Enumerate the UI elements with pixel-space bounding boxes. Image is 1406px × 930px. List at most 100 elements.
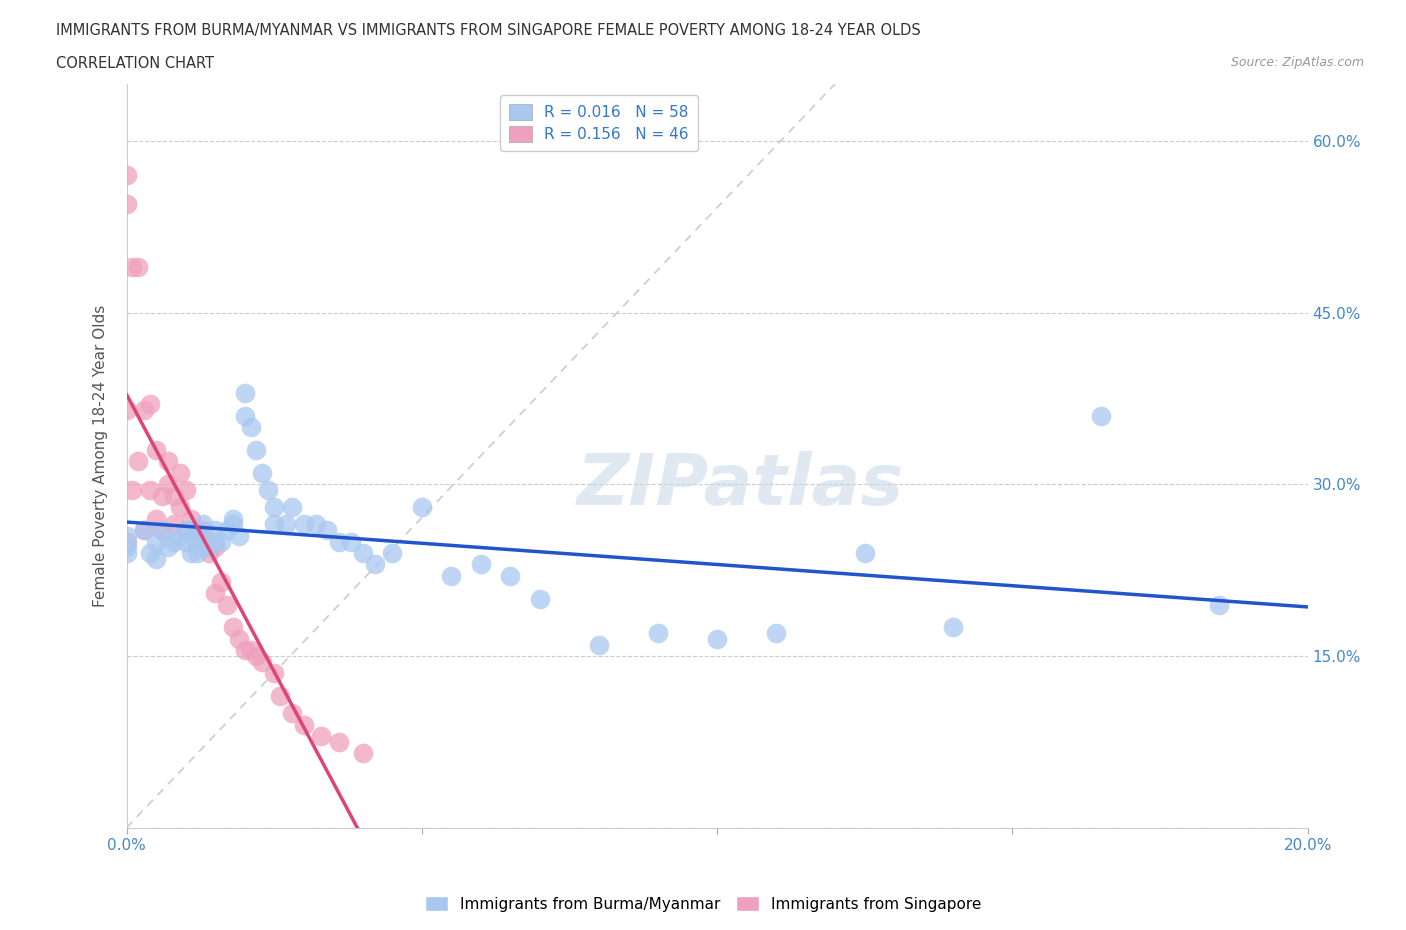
Point (115, 167, 138, 182)
Point (156, 454, 179, 469)
Point (328, 735, 350, 750)
Point (121, 483, 143, 498)
Point (127, 454, 149, 469)
Point (180, 512, 202, 526)
Point (169, 465, 191, 480)
Point (215, 523, 238, 538)
Point (139, 483, 162, 498)
Point (292, 517, 315, 532)
Point (174, 523, 197, 538)
Point (381, 546, 404, 561)
Point (263, 666, 285, 681)
Point (252, 465, 274, 480)
Point (115, 403, 138, 418)
Point (163, 534, 186, 549)
Point (186, 534, 208, 549)
Point (222, 512, 245, 526)
Point (853, 546, 876, 561)
Point (134, 523, 156, 538)
Point (121, 259, 143, 274)
Point (411, 499, 433, 514)
Point (1208, 597, 1230, 612)
Point (115, 539, 138, 554)
Y-axis label: Female Poverty Among 18-24 Year Olds: Female Poverty Among 18-24 Year Olds (93, 304, 108, 606)
Point (304, 517, 326, 532)
Legend: Immigrants from Burma/Myanmar, Immigrants from Singapore: Immigrants from Burma/Myanmar, Immigrant… (419, 889, 987, 918)
Point (127, 259, 149, 274)
Point (204, 523, 226, 538)
Point (150, 523, 173, 538)
Point (257, 483, 280, 498)
Point (115, 546, 138, 561)
Point (193, 523, 215, 538)
Point (311, 729, 333, 744)
Point (363, 557, 385, 572)
Point (1090, 408, 1112, 423)
Point (706, 631, 728, 646)
Point (245, 648, 267, 663)
Text: CORRELATION CHART: CORRELATION CHART (56, 56, 214, 71)
Point (156, 477, 179, 492)
Point (352, 746, 374, 761)
Point (145, 443, 167, 458)
Legend: R = 0.016   N = 58, R = 0.156   N = 46: R = 0.016 N = 58, R = 0.156 N = 46 (501, 95, 697, 152)
Point (328, 534, 350, 549)
Point (115, 196, 138, 211)
Point (588, 637, 610, 652)
Point (139, 397, 162, 412)
Point (222, 517, 245, 532)
Point (239, 643, 262, 658)
Point (340, 534, 363, 549)
Point (470, 557, 492, 572)
Point (134, 403, 156, 418)
Point (193, 528, 215, 543)
Point (174, 534, 197, 549)
Point (499, 568, 522, 583)
Point (180, 546, 202, 561)
Point (215, 597, 238, 612)
Text: IMMIGRANTS FROM BURMA/MYANMAR VS IMMIGRANTS FROM SINGAPORE FEMALE POVERTY AMONG : IMMIGRANTS FROM BURMA/MYANMAR VS IMMIGRA… (56, 23, 921, 38)
Point (186, 523, 208, 538)
Point (239, 419, 262, 434)
Point (204, 586, 226, 601)
Point (228, 528, 250, 543)
Point (150, 523, 173, 538)
Point (174, 483, 197, 498)
Point (233, 385, 256, 400)
Point (204, 534, 226, 549)
Point (186, 534, 208, 549)
Point (245, 443, 267, 458)
Point (263, 499, 285, 514)
Point (150, 488, 173, 503)
Point (222, 620, 245, 635)
Point (252, 655, 274, 670)
Point (316, 523, 339, 538)
Point (233, 643, 256, 658)
Point (233, 408, 256, 423)
Point (292, 717, 315, 732)
Point (204, 539, 226, 554)
Point (163, 488, 186, 503)
Point (352, 546, 374, 561)
Point (169, 499, 191, 514)
Point (198, 546, 221, 561)
Point (134, 523, 156, 538)
Point (180, 523, 202, 538)
Point (942, 620, 965, 635)
Point (186, 546, 208, 561)
Point (440, 568, 463, 583)
Point (529, 591, 551, 606)
Point (209, 534, 232, 549)
Point (647, 626, 669, 641)
Text: ZIPatlas: ZIPatlas (576, 451, 904, 520)
Point (281, 706, 304, 721)
Point (145, 551, 167, 566)
Point (115, 534, 138, 549)
Point (145, 534, 167, 549)
Point (281, 499, 304, 514)
Point (193, 517, 215, 532)
Point (765, 626, 787, 641)
Point (115, 528, 138, 543)
Point (169, 528, 191, 543)
Point (174, 523, 197, 538)
